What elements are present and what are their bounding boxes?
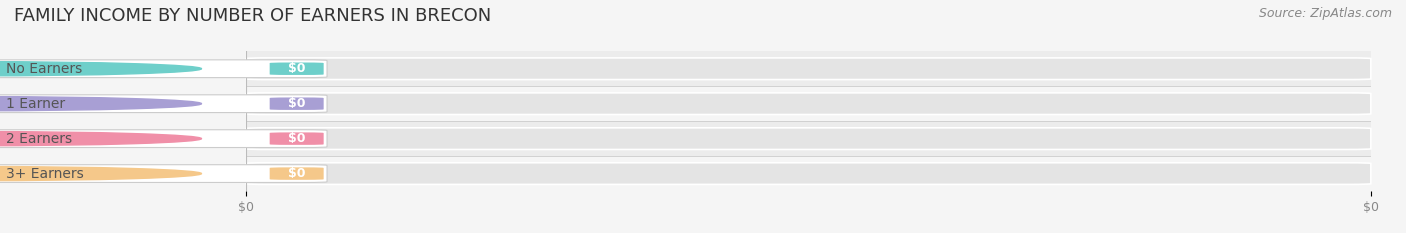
FancyBboxPatch shape	[246, 128, 1371, 150]
Text: 3+ Earners: 3+ Earners	[7, 167, 84, 181]
FancyBboxPatch shape	[270, 167, 323, 180]
Text: $0: $0	[288, 97, 305, 110]
Text: 1 Earner: 1 Earner	[7, 97, 66, 111]
Bar	[246, 121, 1371, 156]
Text: No Earners: No Earners	[7, 62, 83, 76]
FancyBboxPatch shape	[270, 132, 323, 145]
FancyBboxPatch shape	[270, 97, 323, 110]
FancyBboxPatch shape	[0, 95, 328, 113]
Circle shape	[0, 131, 201, 146]
Text: $0: $0	[288, 167, 305, 180]
Text: Source: ZipAtlas.com: Source: ZipAtlas.com	[1258, 7, 1392, 20]
FancyBboxPatch shape	[246, 93, 1371, 114]
FancyBboxPatch shape	[270, 62, 323, 75]
Text: 2 Earners: 2 Earners	[7, 132, 73, 146]
Bar	[246, 156, 1371, 191]
Text: $0: $0	[288, 62, 305, 75]
Bar	[246, 86, 1371, 121]
FancyBboxPatch shape	[246, 163, 1371, 185]
Circle shape	[0, 62, 201, 76]
Circle shape	[0, 166, 201, 181]
Bar	[246, 51, 1371, 86]
FancyBboxPatch shape	[246, 58, 1371, 79]
FancyBboxPatch shape	[0, 130, 328, 147]
Circle shape	[0, 96, 201, 111]
Text: FAMILY INCOME BY NUMBER OF EARNERS IN BRECON: FAMILY INCOME BY NUMBER OF EARNERS IN BR…	[14, 7, 491, 25]
FancyBboxPatch shape	[0, 165, 328, 182]
Text: $0: $0	[288, 132, 305, 145]
FancyBboxPatch shape	[0, 60, 328, 78]
